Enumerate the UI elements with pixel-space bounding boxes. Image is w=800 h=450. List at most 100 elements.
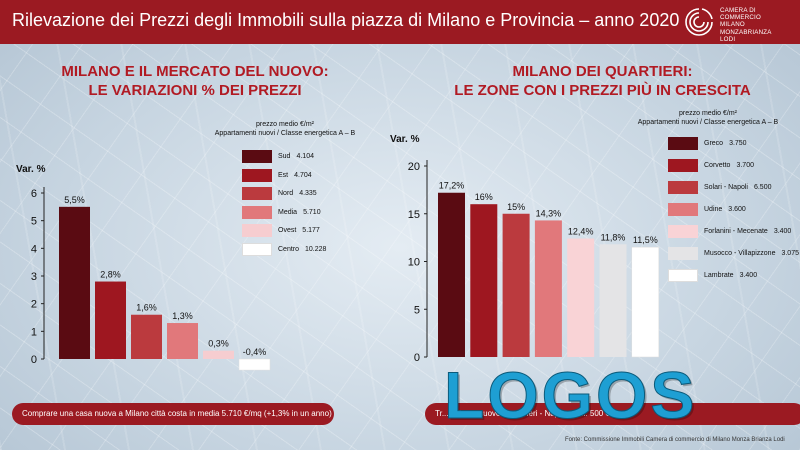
left-chart-title: MILANO E IL MERCATO DEL NUOVO: LE VARIAZ…: [0, 62, 390, 100]
data-label: -0,4%: [243, 347, 267, 357]
bar-solari-napoli: [502, 213, 530, 357]
legend-swatch: [668, 203, 698, 216]
bar-est: [95, 281, 126, 359]
legend-label: Ovest: [278, 227, 297, 235]
legend-item: Musocco - Villapizzone 3.075: [668, 247, 799, 260]
bar-nord: [131, 314, 162, 359]
data-label: 0,3%: [208, 339, 229, 349]
legend-label: Media: [278, 208, 298, 216]
bar-forlanini-mecenate: [567, 238, 595, 357]
y-axis-label: Var. %: [390, 134, 420, 145]
legend-swatch: [242, 150, 272, 163]
y-axis-label: Var. %: [16, 164, 46, 175]
logos-watermark: LOGOS: [443, 358, 698, 432]
legend-item: Greco 3.750: [668, 137, 747, 150]
right-chart-title-line: MILANO DEI QUARTIERI:: [512, 63, 693, 80]
legend-label: Solari - Napoli: [704, 184, 748, 191]
y-tick-label: 3: [31, 271, 37, 283]
logo-line: MONZABRIANZA: [720, 28, 772, 36]
legend-price: 3.700: [736, 162, 754, 169]
data-label: 12,4%: [568, 227, 594, 237]
left-bar-chart: Var. % 0 1 2 3 4 5 6 5,5% 2,8% 1,6% 1,3% 0,3% -0,4%: [16, 164, 271, 371]
legend-item: Udine 3.600: [668, 203, 746, 216]
legend-price: 10.228: [305, 246, 327, 253]
legend-header-line: prezzo medio €/m²: [679, 110, 737, 117]
legend-price: 5.710: [303, 208, 321, 216]
legend-price: 4.104: [296, 153, 314, 160]
legend-label: Musocco - Villapizzone: [704, 250, 776, 257]
right-chart-title-line: LE ZONE CON I PREZZI PIÙ IN CRESCITA: [454, 82, 751, 99]
legend-label: Nord: [278, 190, 294, 198]
legend-swatch: [668, 137, 698, 150]
data-label: 11,8%: [601, 232, 626, 242]
bar-sud: [59, 206, 90, 359]
legend-header-line: prezzo medio €/m²: [256, 121, 314, 128]
y-tick-label: 10: [408, 257, 420, 269]
legend-header-line: Appartamenti nuovi / Classe energetica A…: [214, 130, 356, 137]
legend-price: 3.400: [773, 228, 792, 235]
legend-item: Lambrate 3.400: [668, 269, 757, 282]
data-label: 5,5%: [64, 195, 85, 205]
legend-swatch: [668, 159, 698, 172]
legend-price: 4.704: [294, 171, 312, 179]
y-tick-label: 6: [31, 188, 37, 200]
legend-price: 3.600: [728, 206, 746, 213]
right-chart-title: MILANO DEI QUARTIERI: LE ZONE CON I PREZ…: [405, 62, 800, 100]
y-tick-label: 0: [414, 352, 420, 364]
header-bar: Rilevazione dei Prezzi degli Immobili su…: [0, 0, 800, 44]
legend-swatch: [242, 205, 272, 219]
data-label: 16%: [475, 192, 493, 202]
right-bar-chart: Var. % 0 5 10 15 20 17,2% 16% 15% 14,3% 12,4% 11,8%…: [390, 134, 660, 364]
right-legend-header: prezzo medio €/m² Appartamenti nuovi / C…: [628, 109, 788, 127]
source-note: Fonte: Commissione Immobili Camera di co…: [565, 437, 785, 443]
left-caption-bar: Comprare una casa nuova a Milano città c…: [12, 403, 334, 425]
y-tick-label: 1: [31, 326, 37, 338]
data-label: 2,8%: [100, 270, 121, 280]
legend-label: Est: [278, 171, 289, 179]
bar-musocco-villapizzone: [599, 244, 627, 357]
y-tick-label: 4: [31, 243, 37, 255]
legend-price: 3.750: [729, 140, 747, 147]
bar-media: [167, 323, 198, 359]
logo-line: LODI: [720, 35, 736, 43]
bar-ovest: [203, 350, 234, 359]
bar-udine: [534, 220, 562, 357]
legend-price: 3.400: [739, 272, 758, 279]
logo-line: MILANO: [720, 21, 745, 29]
y-tick-label: 5: [414, 304, 420, 316]
logo-line: CAMERA DI: [720, 7, 756, 14]
legend-swatch: [668, 247, 698, 260]
left-chart-title-line: LE VARIAZIONI % DEI PREZZI: [88, 82, 302, 99]
chamber-of-commerce-logo-icon: [685, 8, 713, 36]
legend-header-line: Appartamenti nuovi / Classe energetica A…: [637, 119, 779, 126]
legend-price: 5.177: [302, 227, 320, 235]
legend-label: Greco: [704, 140, 724, 147]
y-tick-label: 20: [408, 161, 420, 173]
legend-item: Media 5.710: [242, 205, 321, 219]
data-label: 15%: [507, 202, 525, 212]
bar-corvetto: [470, 204, 498, 357]
left-legend-header: prezzo medio €/m² Appartamenti nuovi / C…: [210, 120, 360, 138]
legend-label: Corvetto: [704, 162, 731, 169]
legend-swatch: [242, 243, 272, 256]
legend-swatch: [668, 269, 698, 282]
data-label: 17,2%: [439, 181, 465, 191]
y-tick-label: 2: [31, 299, 37, 311]
legend-price: 6.500: [753, 184, 772, 191]
legend-label: Centro: [278, 246, 300, 253]
legend-swatch: [242, 187, 272, 201]
bar-lambrate: [631, 246, 660, 358]
left-chart-title-line: MILANO E IL MERCATO DEL NUOVO:: [61, 63, 329, 80]
legend-label: Sud: [278, 153, 291, 160]
data-label: 11,5%: [633, 235, 658, 245]
legend-item: Est 4.704: [242, 168, 312, 182]
data-label: 1,3%: [172, 311, 193, 321]
legend-item: Solari - Napoli 6.500: [668, 181, 772, 194]
legend-item: Centro 10.228: [242, 243, 326, 256]
bar-centro: [238, 358, 271, 371]
legend-label: Forlanini - Mecenate: [704, 228, 768, 235]
legend-swatch: [668, 225, 698, 238]
right-caption-bar: Tr... Milan... nuovo cres... ieri - Nap.…: [425, 403, 800, 425]
legend-swatch: [242, 168, 272, 182]
